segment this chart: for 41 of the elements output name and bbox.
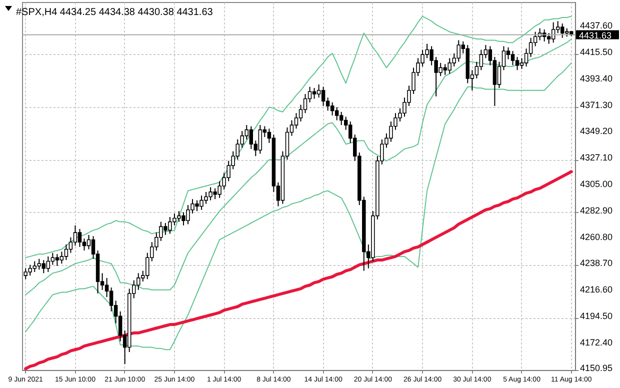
candlestick [50,252,55,266]
candlestick [78,228,82,248]
y-tick-label: 4194.50 [580,310,613,321]
candlestick [42,260,46,274]
y-tick-label: 4393.40 [580,73,613,84]
line-series [25,62,572,350]
candlestick [73,224,78,246]
y-tick-label: 4415.50 [580,46,613,57]
chart-title: #SPX,H4 4434.25 4434.38 4430.38 4431.63 [16,7,214,18]
candlestick [46,256,50,272]
ref-line-label: 4431.63 [579,30,612,41]
candlestick [60,251,64,264]
candlestick [249,126,254,150]
y-tick-label: 4172.40 [580,337,613,348]
candlestick [321,86,326,106]
y-tick-label: 4371.30 [580,100,613,110]
y-tick-label: 4260.80 [580,232,613,242]
line-series [25,16,572,258]
candlestick [510,50,515,66]
line-series [25,38,572,296]
y-tick-label: 4437.60 [580,20,613,31]
y-tick-label: 4327.10 [580,152,613,163]
candlestick [64,244,68,261]
candlestick [55,254,60,267]
y-tick-label: 4150.95 [580,363,613,373]
y-tick-label: 4349.20 [580,126,613,136]
candlestick [258,124,262,154]
candlestick [330,102,334,116]
y-tick-label: 4216.60 [580,284,613,295]
candlestick [316,84,321,98]
line-series [24,170,573,370]
y-tick-label: 4282.90 [580,205,613,216]
candlestick [515,56,520,71]
candlestick [339,111,344,126]
candlestick [334,106,339,121]
candlestick [312,88,316,100]
candlestick [546,32,551,44]
candlestick [294,112,298,130]
y-tick-label: 4238.70 [580,258,613,268]
candlestick [37,258,42,270]
y-tick-label: 4305.00 [580,178,613,189]
